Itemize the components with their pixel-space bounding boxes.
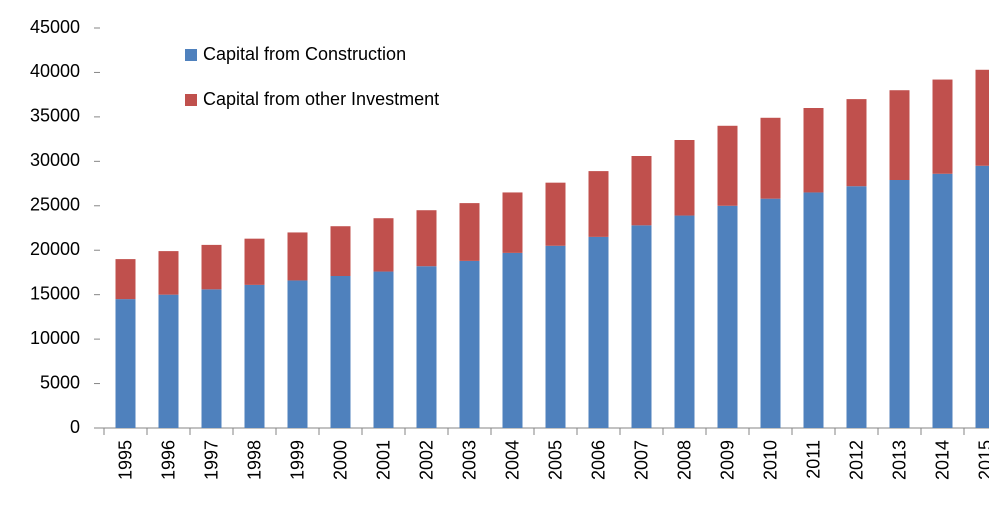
bar-segment [631,156,652,226]
bar-segment [115,299,136,428]
x-tick-label: 2014 [933,440,953,480]
bar-segment [803,192,824,428]
y-tick-label: 20000 [30,239,80,259]
x-tick-label: 2004 [503,440,523,480]
bar-segment [674,140,695,216]
bar-segment [760,198,781,428]
bar-segment [201,289,222,428]
bar-segment [588,236,609,428]
x-tick-label: 2010 [761,440,781,480]
y-tick-label: 0 [70,417,80,437]
bar-segment [932,79,953,174]
y-tick-label: 45000 [30,17,80,37]
legend-swatch [185,49,197,61]
bar-segment [975,69,989,166]
bar-segment [330,226,351,276]
x-tick-label: 1997 [202,440,222,480]
bar-segment [889,90,910,180]
x-tick-label: 2003 [460,440,480,480]
bar-segment [674,215,695,428]
bar-segment [932,173,953,428]
bar-segment [373,218,394,272]
x-tick-label: 1996 [159,440,179,480]
bar-segment [244,238,265,285]
bar-segment [717,125,738,206]
x-tick-label: 2001 [374,440,394,480]
bar-segment [717,205,738,428]
bar-segment [158,294,179,428]
y-tick-label: 25000 [30,195,80,215]
bar-segment [459,260,480,428]
bar-segment [502,252,523,428]
x-tick-label: 2000 [331,440,351,480]
bar-segment [975,165,989,428]
x-tick-label: 1999 [288,440,308,480]
bar-segment [416,266,437,428]
bar-segment [846,99,867,187]
y-tick-label: 30000 [30,150,80,170]
legend-label: Capital from Construction [203,44,406,64]
bar-segment [631,225,652,428]
bar-segment [545,245,566,428]
bar-segment [330,276,351,428]
bar-segment [459,203,480,261]
bar-segment [244,284,265,428]
x-tick-label: 2012 [847,440,867,480]
x-tick-label: 1995 [116,440,136,480]
x-tick-label: 2015 [976,440,989,480]
legend-label: Capital from other Investment [203,89,439,109]
bar-segment [760,117,781,199]
bar-segment [502,192,523,253]
bar-segment [588,171,609,237]
x-tick-label: 1998 [245,440,265,480]
bar-segment [846,186,867,428]
x-tick-label: 2009 [718,440,738,480]
bar-segment [158,251,179,295]
bar-segment [201,244,222,290]
y-tick-label: 5000 [40,372,80,392]
y-tick-label: 35000 [30,106,80,126]
x-tick-label: 2006 [589,440,609,480]
x-tick-label: 2011 [804,440,824,479]
bar-segment [416,210,437,267]
bar-segment [803,108,824,193]
x-tick-label: 2002 [417,440,437,480]
y-tick-label: 10000 [30,328,80,348]
x-tick-label: 2013 [890,440,910,480]
y-tick-label: 40000 [30,61,80,81]
bar-segment [115,259,136,300]
bar-segment [287,280,308,428]
x-tick-label: 2008 [675,440,695,480]
bar-segment [545,182,566,246]
y-tick-label: 15000 [30,283,80,303]
legend-swatch [185,94,197,106]
bar-segment [373,271,394,428]
bar-segment [889,180,910,428]
x-tick-label: 2007 [632,440,652,480]
x-tick-label: 2005 [546,440,566,480]
bar-segment [287,232,308,281]
